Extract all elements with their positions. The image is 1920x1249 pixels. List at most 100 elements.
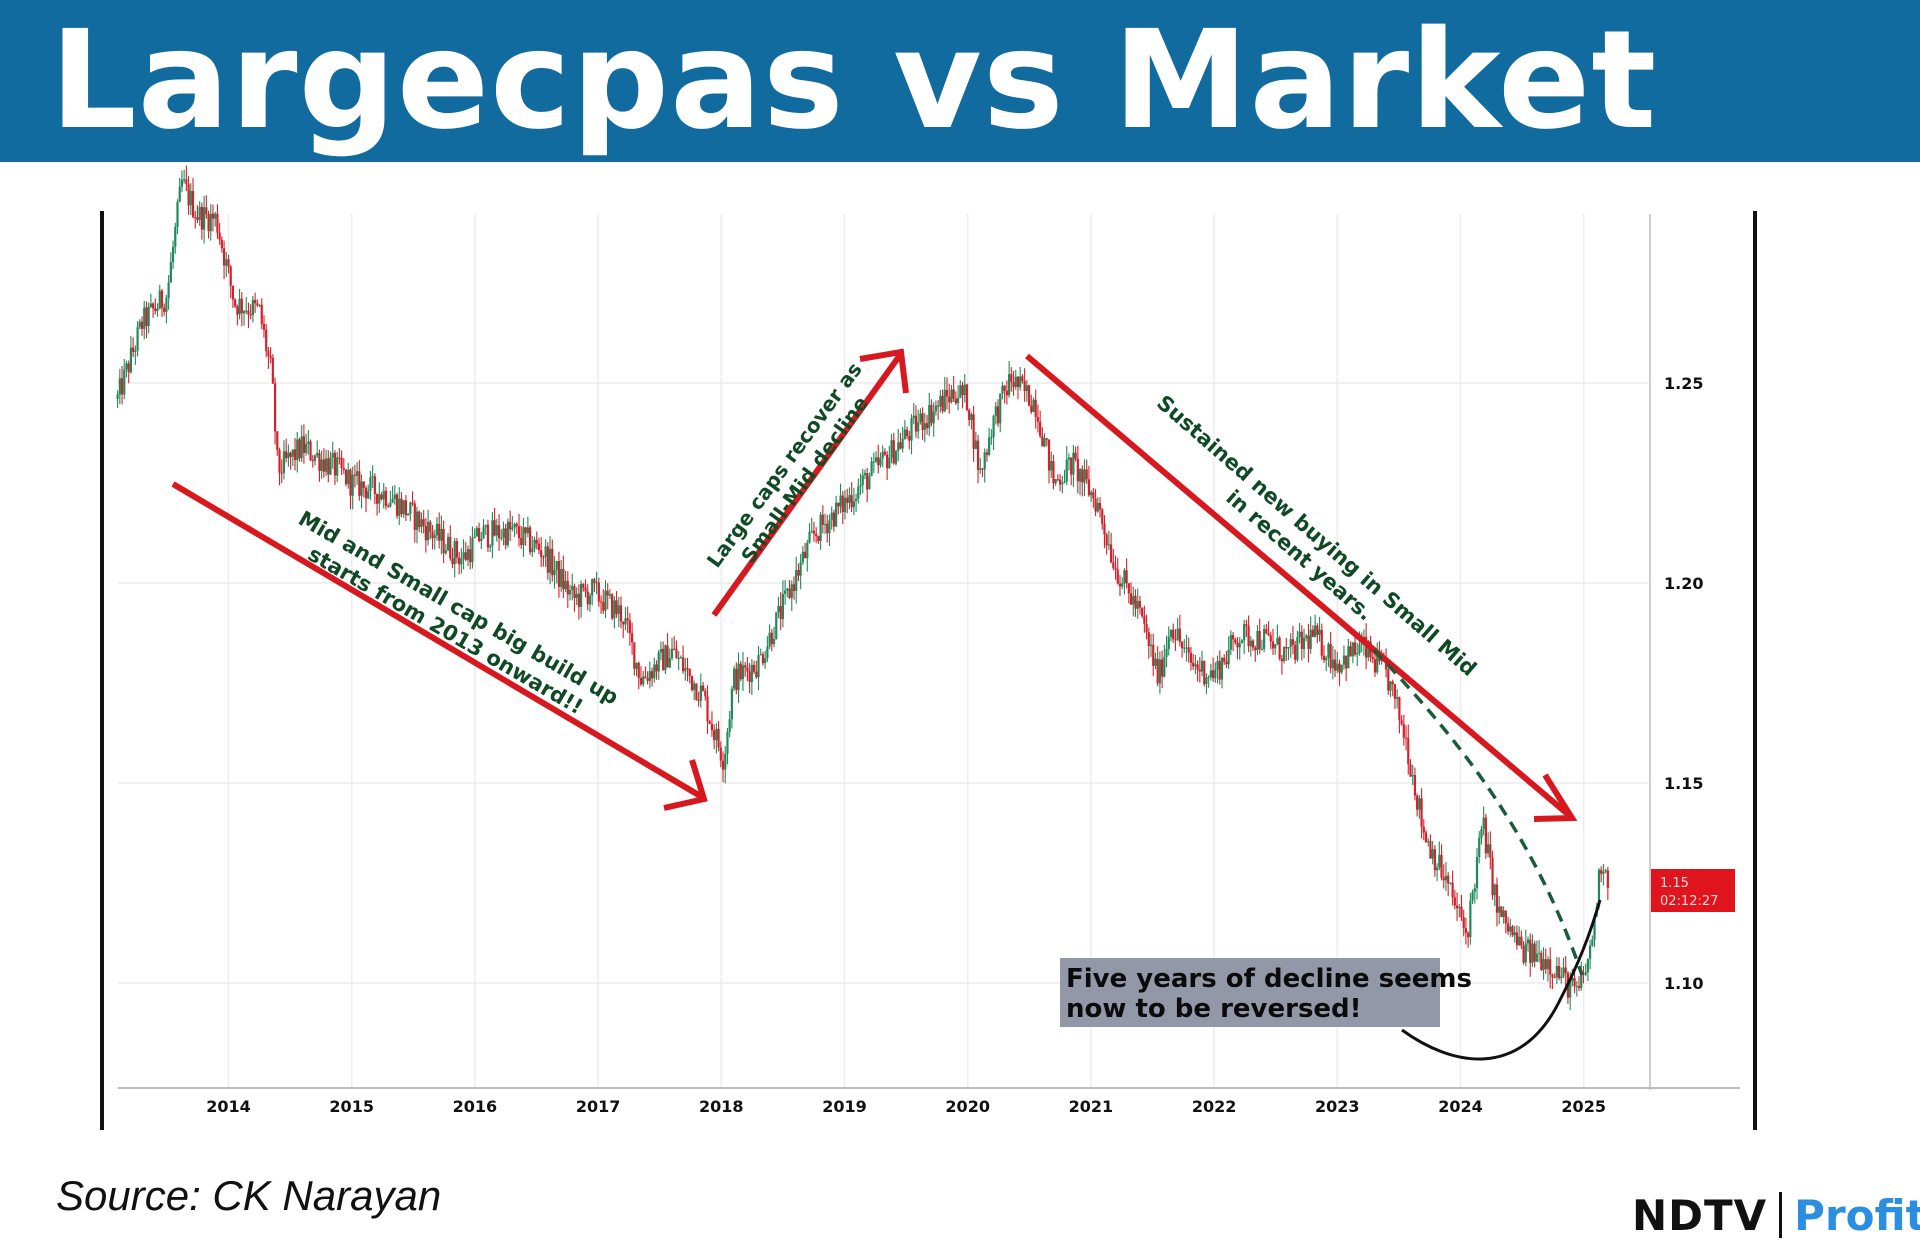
- candle-body: [1243, 624, 1246, 641]
- candle-body: [132, 347, 135, 352]
- candle-body: [650, 671, 654, 679]
- candle-body: [1398, 697, 1401, 721]
- candle-body: [635, 663, 638, 669]
- candle-body: [1280, 658, 1283, 662]
- candle-body: [1331, 659, 1334, 669]
- candle-body: [1389, 681, 1392, 691]
- candle-body: [462, 552, 465, 559]
- candle-body: [615, 600, 618, 614]
- candle-body: [1571, 978, 1574, 981]
- candle-series: [116, 165, 1609, 1011]
- candle-body: [788, 588, 791, 598]
- candle-body: [608, 594, 612, 596]
- candle-body: [897, 442, 900, 451]
- projection-curve: [1372, 648, 1584, 976]
- candle-body: [850, 495, 853, 508]
- candle-body: [877, 457, 880, 466]
- candle-body: [892, 440, 895, 464]
- candle-body: [511, 527, 514, 530]
- candle-body: [1551, 974, 1554, 978]
- candle-body: [772, 639, 776, 645]
- candle-body: [1227, 649, 1230, 665]
- candle-body: [327, 458, 330, 475]
- candle-body: [393, 494, 396, 499]
- candle-body: [981, 468, 984, 470]
- candle-body: [138, 321, 141, 328]
- candle-body: [823, 523, 827, 525]
- candle-body: [504, 528, 507, 546]
- candle-body: [1249, 640, 1252, 647]
- candle-body: [466, 549, 470, 560]
- candle-body: [1440, 854, 1443, 878]
- candle-body: [140, 321, 144, 329]
- candle-body: [1269, 635, 1272, 642]
- candle-body: [493, 520, 496, 536]
- candle-body: [433, 535, 436, 539]
- candle-body: [1491, 857, 1494, 896]
- candle-body: [642, 676, 645, 685]
- candle-body: [602, 602, 605, 611]
- candle-body: [1493, 884, 1496, 896]
- candle-body: [808, 531, 811, 543]
- candle-body: [979, 468, 982, 471]
- candle-body: [1041, 436, 1044, 447]
- candle-body: [752, 664, 756, 672]
- candle-body: [1351, 642, 1354, 657]
- candle-body: [697, 699, 700, 701]
- candle-body: [1278, 637, 1281, 659]
- candle-body: [1573, 978, 1576, 987]
- candle-body: [407, 513, 410, 516]
- candle-body: [169, 261, 172, 283]
- candle-body: [781, 593, 784, 620]
- candle-body: [715, 728, 718, 741]
- candle-body: [983, 452, 986, 470]
- candle-body: [1014, 376, 1017, 388]
- candle-body: [1007, 374, 1011, 396]
- candle-body: [1376, 651, 1379, 673]
- candle-body: [218, 232, 221, 240]
- candle-body: [320, 459, 323, 471]
- candle-body: [1251, 640, 1255, 648]
- candle-body: [347, 469, 350, 485]
- candle-body: [1495, 884, 1499, 913]
- candle-body: [1526, 939, 1530, 944]
- candle-body: [1134, 595, 1137, 609]
- candle-body: [648, 671, 651, 681]
- candle-body: [1409, 764, 1412, 777]
- candle-body: [1047, 439, 1051, 471]
- candle-body: [848, 495, 851, 503]
- candle-body: [835, 502, 838, 527]
- candle-body: [249, 314, 252, 316]
- candle-body: [475, 528, 478, 537]
- candle-body: [945, 389, 949, 397]
- candle-body: [1220, 657, 1224, 680]
- candle-body: [1478, 837, 1481, 858]
- candle-body: [1143, 616, 1146, 624]
- candle-body: [1229, 635, 1232, 650]
- candle-body: [1600, 869, 1603, 874]
- candle-body: [1045, 438, 1048, 440]
- candle-body: [163, 307, 166, 312]
- candle-body: [841, 495, 844, 513]
- candle-body: [757, 655, 760, 678]
- candle-body: [298, 439, 301, 459]
- x-tick-label: 2023: [1315, 1097, 1360, 1116]
- candle-body: [528, 527, 532, 553]
- candle-body: [360, 481, 363, 496]
- candle-body: [1039, 421, 1042, 437]
- candle-body: [123, 369, 126, 395]
- candle-body: [679, 657, 682, 659]
- candle-body: [657, 652, 660, 672]
- candle-body: [464, 552, 467, 560]
- candle-body: [1296, 636, 1299, 660]
- candle-body: [398, 498, 401, 516]
- candle-body: [324, 458, 328, 472]
- candle-body: [1407, 738, 1410, 765]
- candle-body: [333, 452, 337, 476]
- candle-body: [540, 550, 543, 557]
- candle-body: [1103, 523, 1106, 535]
- candle-body: [1473, 888, 1476, 892]
- candle-body: [1562, 967, 1565, 977]
- candle-body: [1081, 469, 1084, 483]
- candle-body: [604, 590, 607, 611]
